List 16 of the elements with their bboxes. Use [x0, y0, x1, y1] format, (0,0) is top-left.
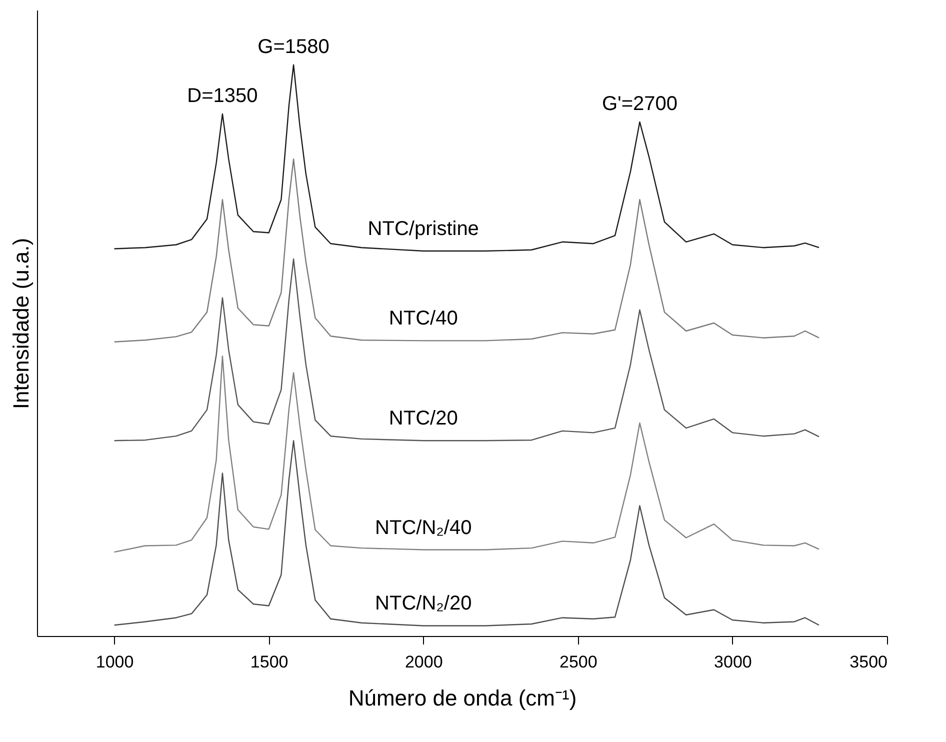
x-tick-label: 3500: [850, 652, 888, 672]
x-tick-label: 2500: [559, 652, 598, 672]
y-axis-title: Intensidade (u.a.): [8, 238, 34, 410]
series-label: NTC/N₂/20: [375, 592, 472, 615]
annotation: D=1350: [187, 84, 258, 107]
series-label: NTC/pristine: [368, 218, 479, 240]
annotation: G'=2700: [602, 92, 678, 115]
x-tick-label: 1500: [250, 652, 288, 672]
series-label: NTC/20: [388, 408, 458, 430]
annotation: G=1580: [258, 36, 330, 58]
x-axis-title: Número de onda (cm⁻¹): [348, 686, 577, 710]
x-tick-label: 2000: [404, 652, 443, 672]
series-label: NTC/N₂/40: [375, 516, 472, 539]
x-tick-label: 3000: [714, 652, 752, 672]
series-label: NTC/40: [388, 308, 458, 330]
x-tick-label: 1000: [96, 652, 134, 672]
